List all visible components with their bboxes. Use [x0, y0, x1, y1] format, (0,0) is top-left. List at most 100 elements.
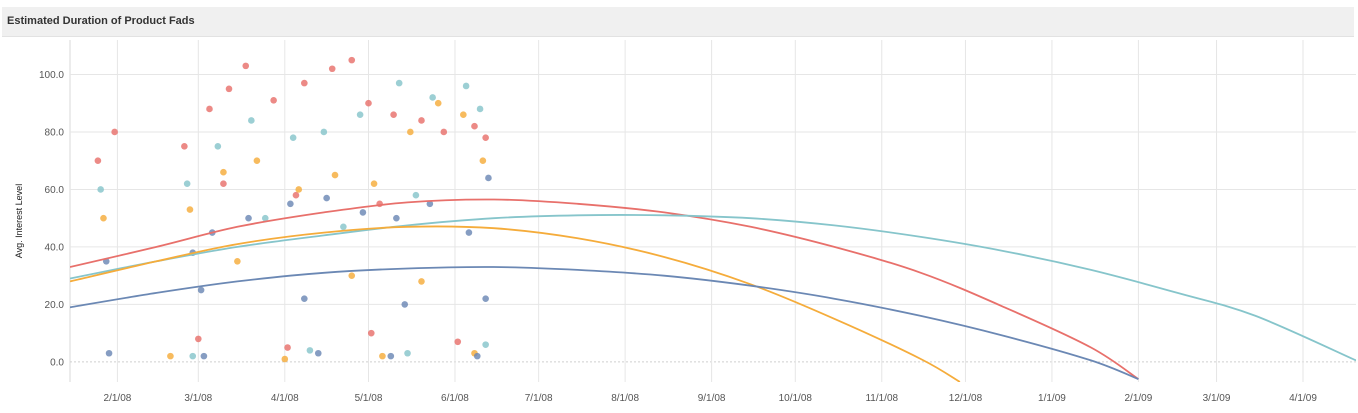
data-point — [367, 329, 375, 337]
x-tick-label: 12/1/08 — [949, 393, 983, 404]
data-point — [395, 79, 403, 87]
data-point — [462, 82, 470, 90]
x-tick-label: 2/1/08 — [104, 393, 132, 404]
data-point — [100, 214, 107, 222]
data-point — [97, 186, 104, 193]
data-point — [348, 56, 356, 64]
data-point — [390, 111, 397, 119]
data-point — [479, 157, 487, 165]
data-point — [301, 295, 308, 302]
x-tick-label: 3/1/08 — [184, 393, 212, 404]
data-point — [183, 180, 191, 187]
data-point — [253, 157, 261, 165]
data-point — [348, 272, 356, 279]
data-point — [220, 180, 227, 187]
data-point — [105, 349, 113, 357]
x-tick-label: 7/1/08 — [525, 393, 553, 404]
y-tick-label: 40.0 — [45, 242, 65, 253]
trend-line — [70, 266, 1139, 380]
data-point — [270, 97, 277, 104]
x-tick-label: 5/1/08 — [355, 393, 383, 404]
x-tick-label: 1/1/09 — [1038, 393, 1066, 404]
x-tick-label: 11/1/08 — [865, 393, 898, 404]
data-point — [370, 180, 378, 187]
data-point — [220, 168, 227, 176]
data-point — [225, 85, 233, 93]
data-point — [476, 105, 484, 113]
data-point — [429, 94, 436, 101]
data-point — [292, 191, 300, 199]
x-tick-label: 2/1/09 — [1125, 393, 1153, 404]
y-tick-label: 100.0 — [39, 70, 64, 81]
data-point — [281, 355, 289, 363]
data-point — [295, 186, 303, 193]
data-point — [234, 257, 241, 265]
data-point — [379, 352, 386, 360]
x-tick-label: 10/1/08 — [779, 393, 813, 404]
data-point — [331, 171, 339, 179]
data-point — [465, 229, 473, 236]
x-tick-label: 9/1/08 — [698, 393, 726, 404]
data-point — [197, 286, 205, 294]
y-axis-title: Avg. Interest Level — [14, 184, 24, 258]
y-tick-label: 0.0 — [50, 357, 64, 368]
data-point — [418, 278, 425, 285]
data-point — [261, 214, 269, 222]
y-tick-label: 80.0 — [45, 127, 65, 138]
data-point — [94, 157, 102, 165]
data-point — [365, 99, 372, 107]
data-point — [393, 214, 400, 222]
data-point — [426, 200, 434, 208]
data-point — [301, 79, 308, 87]
data-point — [320, 128, 328, 136]
data-point — [356, 111, 364, 119]
data-point — [181, 143, 188, 150]
data-point — [482, 341, 489, 348]
data-point — [306, 347, 314, 354]
chart-title: Estimated Duration of Product Fads — [7, 15, 195, 27]
data-point — [460, 111, 467, 119]
data-point — [242, 62, 250, 70]
data-point — [167, 352, 174, 360]
data-point — [200, 352, 208, 360]
y-tick-label: 60.0 — [45, 185, 65, 196]
data-point — [482, 134, 489, 142]
data-point — [248, 117, 255, 124]
data-point — [412, 191, 420, 199]
x-tick-label: 3/1/09 — [1203, 393, 1231, 404]
data-point — [404, 349, 411, 357]
data-point — [418, 117, 425, 124]
data-point — [284, 344, 291, 351]
data-point — [214, 143, 222, 150]
trend-line — [70, 198, 1139, 380]
data-point — [340, 223, 347, 231]
y-tick-label: 20.0 — [45, 300, 65, 311]
data-point — [186, 206, 194, 213]
data-point — [401, 301, 409, 308]
data-point — [454, 338, 462, 346]
data-point — [195, 335, 202, 343]
data-point — [407, 128, 414, 136]
x-tick-label: 4/1/08 — [271, 393, 299, 404]
data-point — [245, 214, 252, 222]
trend-line — [70, 214, 1356, 362]
chart-title-bar: Estimated Duration of Product Fads — [2, 7, 1354, 37]
data-point — [434, 99, 442, 107]
data-point — [387, 352, 395, 360]
data-point — [206, 105, 213, 113]
data-point — [189, 352, 197, 360]
data-point — [289, 134, 297, 142]
data-point — [287, 200, 294, 208]
x-tick-label: 8/1/08 — [611, 393, 639, 404]
data-point — [471, 122, 478, 130]
data-point — [485, 174, 492, 182]
data-point — [482, 295, 489, 302]
data-point — [314, 349, 322, 357]
data-point — [473, 352, 481, 360]
data-point — [359, 209, 367, 216]
x-tick-label: 6/1/08 — [441, 393, 469, 404]
data-point — [111, 128, 118, 136]
data-point — [440, 128, 448, 136]
data-point — [323, 194, 330, 202]
